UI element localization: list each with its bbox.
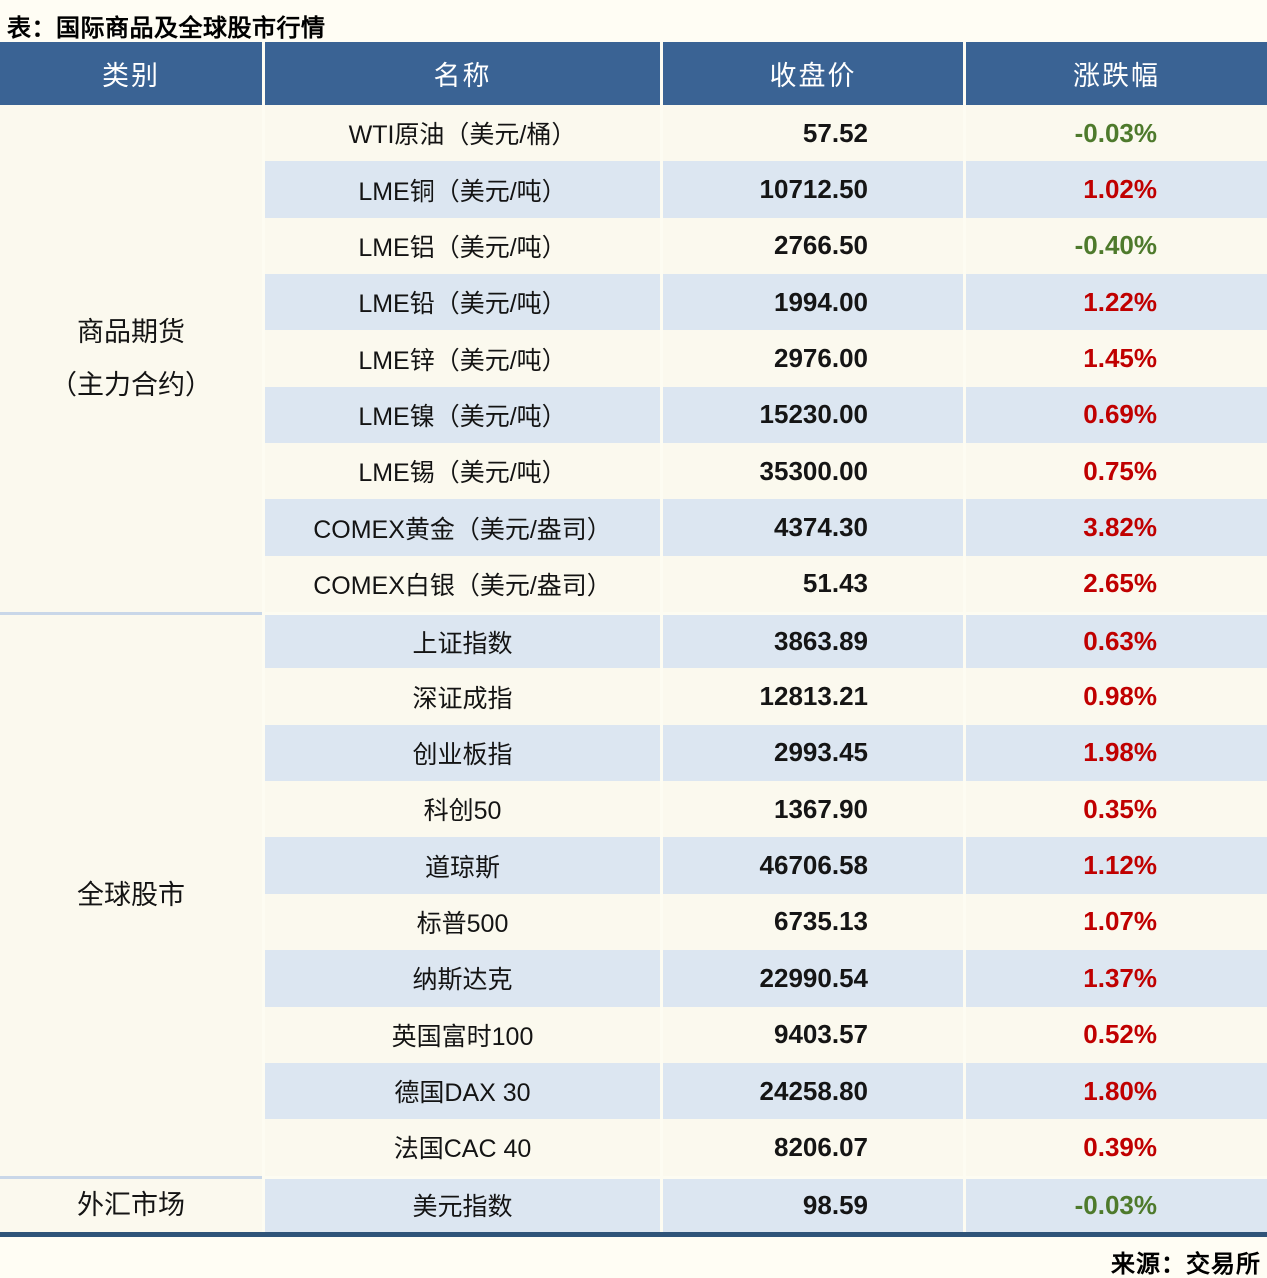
source-note: 来源：交易所 [1111, 1250, 1261, 1278]
change-cell: -0.40% [963, 217, 1267, 275]
close-cell: 98.59 [660, 1175, 963, 1232]
name-cell: LME铅（美元/吨） [262, 274, 660, 331]
close-cell: 57.52 [660, 105, 963, 162]
change-cell: 1.80% [963, 1062, 1267, 1120]
category-cell: 外汇市场 [0, 1175, 262, 1232]
close-cell: 6735.13 [660, 893, 963, 951]
name-cell: COMEX白银（美元/盎司） [262, 555, 660, 613]
close-cell: 1367.90 [660, 781, 963, 838]
change-cell: 1.22% [963, 274, 1267, 331]
market-table: 类别 名称 收盘价 涨跌幅 商品期货 （主力合约） 全球股市外汇市场 WTI原油（美元… [0, 42, 1267, 1232]
close-cell: 12813.21 [660, 668, 963, 725]
category-label: （主力合约） [50, 369, 212, 400]
name-cell: 英国富时100 [262, 1006, 660, 1063]
change-cell: 0.39% [963, 1119, 1267, 1176]
name-cell: 上证指数 [262, 612, 660, 669]
close-cell: 51.43 [660, 555, 963, 613]
close-cell: 9403.57 [660, 1006, 963, 1063]
change-cell: 0.63% [963, 612, 1267, 669]
close-cell: 8206.07 [660, 1119, 963, 1176]
close-cell: 1994.00 [660, 274, 963, 331]
change-cell: 0.35% [963, 781, 1267, 838]
name-cell: 标普500 [262, 893, 660, 951]
change-cell: 0.98% [963, 668, 1267, 725]
name-cell: LME锡（美元/吨） [262, 443, 660, 500]
change-cell: 0.52% [963, 1006, 1267, 1063]
change-cell: 1.45% [963, 330, 1267, 387]
change-cell: 1.37% [963, 950, 1267, 1007]
header-close: 收盘价 [660, 42, 963, 105]
header-change: 涨跌幅 [963, 42, 1267, 105]
header-category: 类别 [0, 42, 262, 105]
name-cell: 纳斯达克 [262, 950, 660, 1007]
change-cell: 2.65% [963, 555, 1267, 613]
close-cell: 35300.00 [660, 443, 963, 500]
change-cell: 1.12% [963, 837, 1267, 894]
name-cell: 科创50 [262, 781, 660, 838]
close-cell: 46706.58 [660, 837, 963, 894]
name-cell: LME镍（美元/吨） [262, 386, 660, 444]
change-cell: 0.75% [963, 443, 1267, 500]
change-cell: -0.03% [963, 105, 1267, 162]
close-cell: 22990.54 [660, 950, 963, 1007]
close-cell: 4374.30 [660, 499, 963, 556]
name-cell: 法国CAC 40 [262, 1119, 660, 1176]
change-cell: 3.82% [963, 499, 1267, 556]
close-cell: 3863.89 [660, 612, 963, 669]
change-cell: 1.02% [963, 161, 1267, 218]
name-cell: 道琼斯 [262, 837, 660, 894]
close-cell: 2976.00 [660, 330, 963, 387]
header-name: 名称 [262, 42, 660, 105]
close-cell: 24258.80 [660, 1062, 963, 1120]
close-cell: 2766.50 [660, 217, 963, 275]
category-cell: 全球股市 [0, 612, 262, 1176]
name-cell: 德国DAX 30 [262, 1062, 660, 1120]
name-cell: 深证成指 [262, 668, 660, 725]
name-cell: LME铝（美元/吨） [262, 217, 660, 275]
category-label: 外汇市场 [77, 1189, 185, 1220]
change-cell: 1.98% [963, 724, 1267, 782]
close-cell: 2993.45 [660, 724, 963, 782]
category-cell: 商品期货 （主力合约） [0, 105, 262, 613]
name-cell: 创业板指 [262, 724, 660, 782]
name-cell: 美元指数 [262, 1175, 660, 1232]
name-cell: LME铜（美元/吨） [262, 161, 660, 218]
table-bottom-border [0, 1231, 1267, 1237]
table-title: 表：国际商品及全球股市行情 [7, 15, 326, 42]
change-cell: 1.07% [963, 893, 1267, 951]
name-cell: WTI原油（美元/桶） [262, 105, 660, 162]
category-label: 全球股市 [77, 879, 185, 910]
close-cell: 10712.50 [660, 161, 963, 218]
name-cell: COMEX黄金（美元/盎司） [262, 499, 660, 556]
close-cell: 15230.00 [660, 386, 963, 444]
change-cell: -0.03% [963, 1175, 1267, 1232]
category-label: 商品期货 [77, 316, 185, 347]
change-cell: 0.69% [963, 386, 1267, 444]
name-cell: LME锌（美元/吨） [262, 330, 660, 387]
